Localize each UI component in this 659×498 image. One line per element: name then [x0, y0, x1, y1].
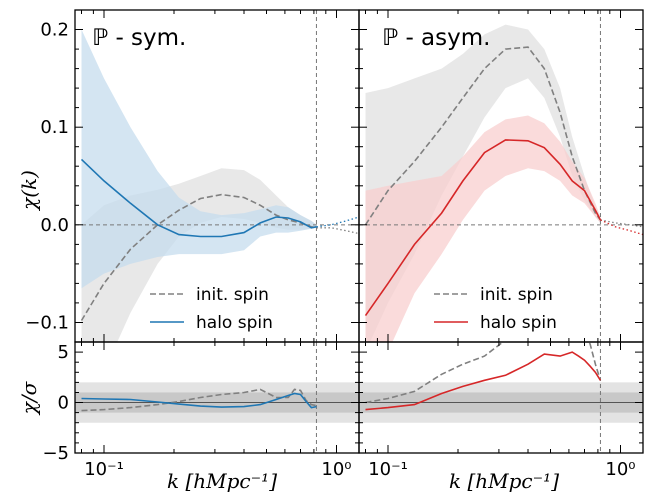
init-spin-extrapolation-sym [316, 227, 359, 235]
axes-frames [74, 9, 644, 454]
init-spin-significance-sym [81, 388, 317, 412]
x-tick-label: 10⁰ [605, 459, 635, 480]
panel-bottom-right [359, 342, 643, 453]
halo-spin-significance-asym [365, 351, 602, 411]
legend-label-halo: halo spin [480, 313, 557, 333]
init-spin-line-asym [364, 46, 602, 226]
x-tick-label: 10⁻¹ [84, 459, 124, 480]
legend-label-init: init. spin [196, 285, 269, 305]
x-axis-label-right: k [hMpc⁻¹] [449, 469, 559, 493]
panel-top-right: init. spin halo spin ℙ - asym. [359, 10, 643, 342]
x-axis-label-left: k [hMpc⁻¹] [167, 469, 277, 493]
legend-sym: init. spin halo spin [150, 285, 273, 333]
init-spin-band-asym [365, 24, 601, 342]
y-tick-label-top: 0.2 [40, 20, 69, 41]
panel-title-asym: ℙ - asym. [382, 25, 490, 51]
y-tick-label-top: 0.1 [40, 117, 69, 138]
legend-label-halo: halo spin [196, 313, 273, 333]
y-tick-label-bottom: −5 [42, 443, 69, 464]
axes-ticks: 10⁻¹ 10⁰ 10⁻¹ 10⁰ −0.1 0.0 0.1 0.2 −5 0 5 [25, 9, 643, 480]
y-tick-label-top: −0.1 [25, 312, 69, 333]
init-spin-significance-asym [365, 342, 602, 404]
halo-spin-extrapolation-asym [600, 219, 643, 236]
x-tick-label: 10⁰ [321, 459, 351, 480]
y-tick-label-bottom: 0 [58, 393, 69, 414]
panel-title-sym: ℙ - sym. [92, 25, 186, 51]
legend-label-init: init. spin [480, 285, 553, 305]
halo-spin-line-asym [364, 139, 602, 317]
legend-asym: init. spin halo spin [434, 285, 557, 333]
y-tick-label-bottom: 5 [58, 342, 69, 363]
halo-spin-extrapolation-sym [316, 216, 359, 228]
y-axis-label-bottom: χ/σ [17, 380, 41, 416]
init-spin-line-sym [80, 193, 317, 321]
x-tick-label: 10⁻¹ [368, 459, 408, 480]
y-axis-label-top: χ(k) [17, 170, 41, 212]
axes-frame-3 [358, 341, 644, 454]
y-tick-label-top: 0.0 [40, 215, 69, 236]
halo-spin-significance-sym [81, 392, 317, 409]
init-spin-extrapolation-asym [600, 219, 643, 228]
panel-bottom-left [75, 342, 359, 453]
panel-top-left: init. spin halo spin ℙ - sym. [75, 10, 359, 342]
halo-spin-band-sym [81, 29, 317, 289]
halo-spin-line-sym [80, 158, 317, 238]
halo-spin-band-asym [365, 115, 601, 342]
